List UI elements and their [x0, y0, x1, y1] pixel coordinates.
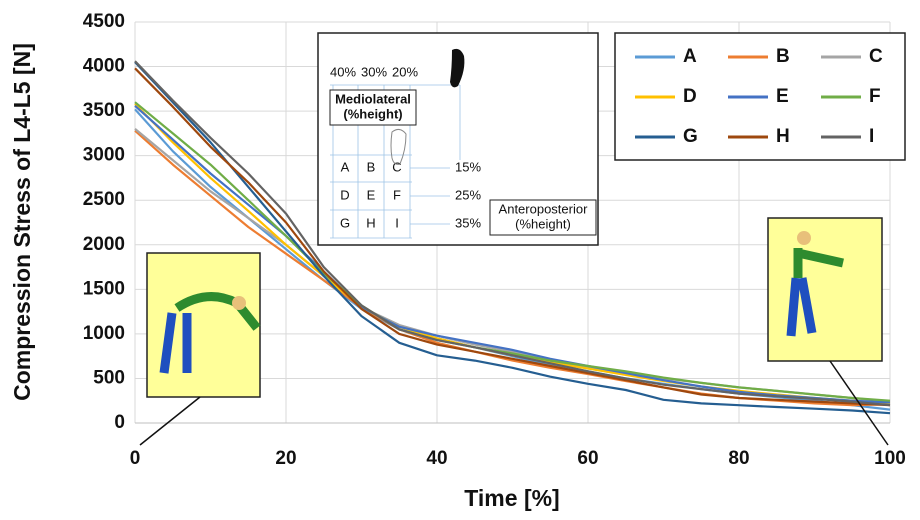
inset-cell-label: F [393, 187, 401, 202]
y-tick-label: 2000 [83, 234, 125, 255]
y-tick-label: 500 [93, 367, 125, 388]
inset-cell-label: D [340, 187, 349, 202]
label-box [329, 89, 417, 126]
posture-box [146, 252, 261, 398]
y-tick-label: 1000 [83, 323, 125, 344]
x-tick-label: 40 [426, 448, 447, 469]
x-tick-label: 100 [874, 448, 906, 469]
inset-cell-label: B [367, 159, 376, 174]
figure-torso [793, 248, 844, 278]
inset-cell-label: I [395, 215, 399, 230]
x-tick-label: 80 [728, 448, 749, 469]
y-tick-label: 3500 [83, 100, 125, 121]
inset-cell-label: E [367, 187, 376, 202]
series-line [134, 60, 891, 407]
legend-label: I [869, 126, 874, 147]
legend-label: H [776, 126, 790, 147]
series-line [134, 104, 891, 404]
figure-head [232, 296, 246, 310]
y-tick-label: 0 [114, 412, 125, 433]
legend-label: A [683, 46, 697, 67]
series-line [134, 61, 891, 415]
foot-icon [450, 48, 465, 88]
inset-row-label: 25% [455, 187, 481, 202]
figure-legs [159, 312, 192, 374]
x-tick-label: 0 [130, 448, 141, 469]
foot-outline [390, 128, 407, 165]
posture-box [767, 217, 883, 362]
inset-axis-label: Anteroposterior [499, 201, 589, 216]
y-tick-label: 4000 [83, 56, 125, 77]
inset-column-label: 30% [361, 64, 387, 79]
legend-label: E [776, 86, 789, 107]
y-tick-label: 3000 [83, 145, 125, 166]
inset-row-label: 15% [455, 159, 481, 174]
legend-label: G [683, 126, 698, 147]
inset-cell-label: A [341, 159, 350, 174]
legend-label: F [869, 86, 881, 107]
pointer-line [829, 360, 889, 446]
y-tick-label: 2500 [83, 189, 125, 210]
series-line [134, 101, 891, 402]
inset-column-label: 40% [330, 64, 356, 79]
label-box [489, 199, 597, 236]
x-tick-label: 60 [577, 448, 598, 469]
x-tick-label: 20 [275, 448, 296, 469]
y-tick-label: 4500 [83, 11, 125, 32]
inset-cell-label: C [392, 159, 401, 174]
figure-head [797, 231, 811, 245]
inset-row-label: 35% [455, 215, 481, 230]
y-axis-title: Compression Stress of L4-L5 [N] [9, 43, 35, 401]
inset-axis-label: (%height) [343, 106, 402, 121]
figure-legs [786, 277, 817, 337]
y-tick-label: 1500 [83, 278, 125, 299]
inset-cell-label: G [340, 215, 350, 230]
inset-axis-label: Mediolateral [335, 91, 411, 106]
x-axis-title: Time [%] [464, 485, 559, 511]
legend-label: C [869, 46, 883, 67]
legend-label: B [776, 46, 790, 67]
inset-axis-label: (%height) [515, 216, 571, 231]
series-line [134, 67, 891, 407]
inset-column-label: 20% [392, 64, 418, 79]
legend-label: D [683, 86, 697, 107]
inset-cell-label: H [366, 215, 375, 230]
pointer-line [139, 396, 201, 446]
